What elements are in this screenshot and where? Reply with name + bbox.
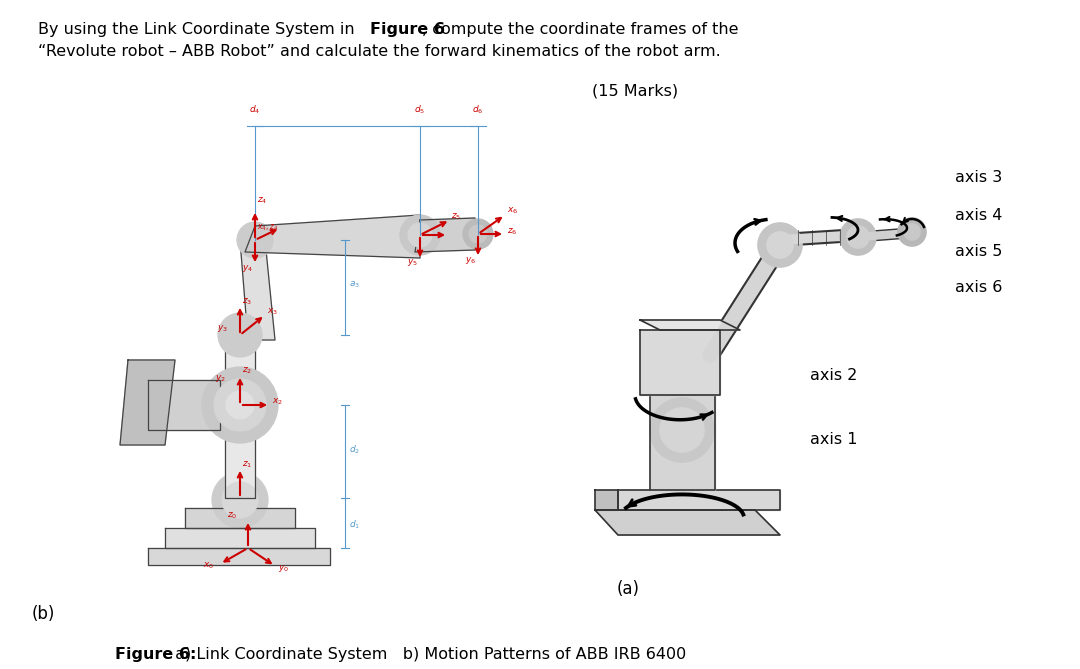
Text: $z_4$: $z_4$ — [257, 195, 268, 206]
Text: $y_0$: $y_0$ — [278, 563, 289, 573]
Polygon shape — [415, 218, 475, 252]
Text: (b): (b) — [32, 605, 55, 623]
Polygon shape — [650, 395, 715, 490]
Polygon shape — [225, 335, 255, 498]
Circle shape — [237, 222, 273, 258]
Text: $x_3$: $x_3$ — [267, 307, 278, 317]
Circle shape — [758, 223, 802, 267]
Text: $y_4$: $y_4$ — [242, 262, 253, 274]
Text: axis 5: axis 5 — [955, 244, 1002, 260]
Polygon shape — [240, 240, 275, 340]
Text: , compute the coordinate frames of the: , compute the coordinate frames of the — [422, 22, 739, 37]
Polygon shape — [595, 490, 618, 510]
Polygon shape — [120, 360, 175, 445]
Text: $d_5$: $d_5$ — [415, 104, 426, 116]
Circle shape — [767, 232, 793, 258]
Circle shape — [212, 472, 268, 528]
Polygon shape — [640, 330, 720, 395]
Text: $x_0$: $x_0$ — [203, 561, 214, 571]
Polygon shape — [618, 490, 780, 510]
Text: $x_4, z_4$: $x_4, z_4$ — [257, 223, 279, 233]
Circle shape — [214, 379, 266, 431]
Text: $y_5$: $y_5$ — [407, 258, 418, 268]
Text: $z_0$: $z_0$ — [227, 510, 237, 521]
Circle shape — [840, 219, 876, 255]
Text: By using the Link Coordinate System in: By using the Link Coordinate System in — [38, 22, 360, 37]
Text: (a): (a) — [617, 580, 639, 598]
Circle shape — [202, 367, 278, 443]
Circle shape — [400, 215, 440, 255]
Text: $y_3$: $y_3$ — [217, 322, 228, 334]
Text: $x_6$: $x_6$ — [507, 206, 518, 216]
Circle shape — [650, 398, 714, 462]
Text: axis 4: axis 4 — [955, 207, 1002, 223]
Text: a) Link Coordinate System   b) Motion Patterns of ABB IRB 6400: a) Link Coordinate System b) Motion Patt… — [170, 647, 686, 662]
Text: $d_2$: $d_2$ — [349, 444, 360, 456]
Text: (15 Marks): (15 Marks) — [592, 84, 678, 99]
Text: axis 1: axis 1 — [810, 432, 858, 448]
Text: $y_6$: $y_6$ — [464, 254, 476, 266]
Text: $d_1$: $d_1$ — [349, 518, 361, 531]
Polygon shape — [595, 510, 780, 535]
Text: $x_2$: $x_2$ — [272, 397, 283, 407]
Text: $y_2$: $y_2$ — [215, 373, 226, 383]
Text: Figure 6:: Figure 6: — [114, 647, 197, 662]
Polygon shape — [245, 215, 420, 258]
Circle shape — [408, 223, 432, 247]
Text: axis 3: axis 3 — [955, 171, 1002, 185]
Text: axis 6: axis 6 — [955, 280, 1002, 296]
Polygon shape — [148, 380, 220, 430]
Text: $d_4$: $d_4$ — [249, 104, 260, 116]
Circle shape — [463, 219, 492, 249]
Text: $z_3$: $z_3$ — [242, 297, 253, 307]
Polygon shape — [165, 528, 315, 548]
Text: $z_2$: $z_2$ — [242, 366, 252, 376]
Text: Figure 6: Figure 6 — [370, 22, 445, 37]
Text: $z_5$: $z_5$ — [451, 212, 461, 222]
Text: $z_1$: $z_1$ — [242, 460, 253, 470]
Circle shape — [660, 408, 704, 452]
Polygon shape — [640, 320, 740, 330]
Circle shape — [218, 313, 262, 357]
Circle shape — [897, 218, 926, 246]
Circle shape — [222, 482, 258, 518]
Polygon shape — [148, 548, 330, 565]
Circle shape — [847, 226, 869, 248]
Text: $d_6$: $d_6$ — [472, 104, 484, 116]
Circle shape — [226, 391, 254, 419]
Circle shape — [904, 224, 920, 240]
Polygon shape — [185, 508, 295, 528]
Text: axis 2: axis 2 — [810, 367, 858, 383]
Circle shape — [469, 225, 487, 243]
Text: $z_6$: $z_6$ — [507, 227, 517, 237]
Text: $a_3$: $a_3$ — [349, 280, 360, 290]
Text: “Revolute robot – ABB Robot” and calculate the forward kinematics of the robot a: “Revolute robot – ABB Robot” and calcula… — [38, 44, 720, 59]
